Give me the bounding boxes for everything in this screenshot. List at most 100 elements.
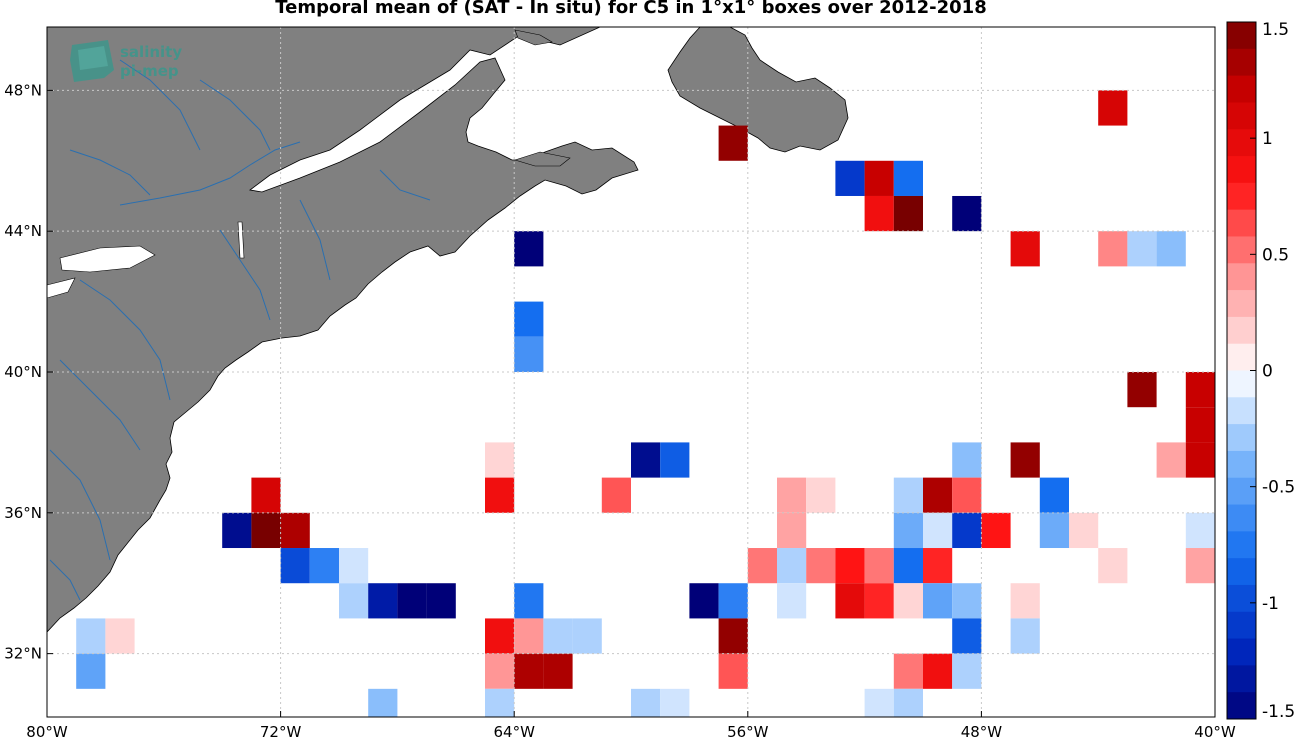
heatmap-cell <box>514 301 544 337</box>
heatmap-cell <box>514 336 544 372</box>
heatmap-cell <box>485 618 515 654</box>
heatmap-cell <box>952 618 982 654</box>
heatmap-cell <box>1185 372 1215 408</box>
river-5 <box>219 229 271 321</box>
heatmap-cell <box>718 125 748 161</box>
river-3 <box>59 359 141 451</box>
colorbar-segment <box>1227 263 1256 291</box>
heatmap-cell <box>777 548 807 584</box>
heatmap-cell <box>1098 90 1128 126</box>
colorbar-tick-labels: 1.5 1 0.5 0 -0.5 -1 -1.5 <box>1250 20 1295 722</box>
colorbar-segment <box>1227 424 1256 452</box>
heatmap-cell <box>485 688 515 717</box>
heatmap-cell <box>952 512 982 549</box>
heatmap-cell <box>893 195 923 232</box>
heatmap-cell <box>923 548 953 584</box>
heatmap-cell <box>368 688 398 717</box>
colorbar-segment <box>1227 129 1256 157</box>
heatmap-cell <box>1185 442 1215 478</box>
colorbar-segment <box>1227 665 1256 693</box>
heatmap-cell <box>76 618 106 654</box>
heatmap-cell <box>923 477 953 513</box>
heatmap-cell <box>893 160 923 196</box>
colorbar <box>1227 22 1256 720</box>
chart-title: Temporal mean of (SAT - In situ) for C5 … <box>275 0 987 18</box>
salinity-pi-mep-logo: salinity pi-mep <box>70 40 182 82</box>
river-4 <box>49 449 111 561</box>
heatmap-cell <box>718 583 748 619</box>
heatmap-cell <box>514 231 544 267</box>
heatmap-cell <box>835 548 865 584</box>
heatmap-cell <box>631 442 661 478</box>
colorbar-tick-label: 1 <box>1262 129 1273 149</box>
heatmap-cell <box>1010 618 1040 654</box>
heatmap-cell <box>1010 442 1040 478</box>
heatmap-cell <box>981 512 1011 549</box>
lake-erie <box>47 277 76 299</box>
colorbar-segment <box>1227 531 1256 559</box>
heatmap-cell <box>893 688 923 717</box>
river-6 <box>299 199 331 281</box>
lon-tick-label: 80°W <box>26 723 68 740</box>
heatmap-cell <box>572 618 602 654</box>
lon-tick-label: 40°W <box>1194 723 1236 740</box>
heatmap-cell <box>893 477 923 513</box>
heatmap-cell <box>864 195 894 232</box>
heatmap-cell <box>1127 372 1157 408</box>
heatmap-cell <box>631 688 661 717</box>
heatmap-cell <box>1098 548 1128 584</box>
colorbar-segment <box>1227 236 1256 264</box>
river-2 <box>79 279 171 401</box>
heatmap-cell <box>1185 512 1215 549</box>
heatmap-cell <box>835 160 865 196</box>
heatmap-cell <box>339 548 369 584</box>
lat-tick-label: 48°N <box>4 81 42 99</box>
heatmap-cell <box>777 583 807 619</box>
heatmap-cell <box>864 548 894 584</box>
heatmap-cell <box>718 618 748 654</box>
colorbar-segment <box>1227 48 1256 77</box>
heatmap-cell <box>368 583 398 619</box>
colorbar-segment <box>1227 450 1256 479</box>
colorbar-segment <box>1227 182 1256 211</box>
anticosti-island <box>514 29 553 46</box>
heatmap-cell <box>893 512 923 549</box>
river-1 <box>69 149 151 196</box>
heatmap-cell <box>923 583 953 619</box>
heatmap-cell <box>543 618 573 654</box>
colorbar-tick-label: 1.5 <box>1262 20 1289 40</box>
colorbar-segment <box>1227 156 1256 184</box>
colorbar-segment <box>1227 558 1256 586</box>
lon-tick-label: 56°W <box>727 723 769 740</box>
heatmap-cell <box>689 583 719 619</box>
lat-tick-labels: 48°N 44°N 40°N 36°N 32°N <box>4 81 53 663</box>
newfoundland <box>667 27 849 153</box>
heatmap-cell <box>952 653 982 689</box>
lat-tick-label: 40°N <box>4 363 42 381</box>
lat-tick-label: 32°N <box>4 645 42 663</box>
colorbar-segment <box>1227 343 1256 371</box>
heatmap-cell <box>397 583 427 619</box>
land-layer <box>47 27 849 633</box>
heatmap-cell <box>222 512 252 549</box>
heatmap-cell <box>426 583 456 619</box>
heatmap-cell <box>485 653 515 689</box>
colorbar-segment <box>1227 75 1256 103</box>
heatmap-cell <box>893 583 923 619</box>
heatmap-cell <box>777 512 807 549</box>
lon-tick-label: 72°W <box>260 723 302 740</box>
heatmap-cell <box>893 653 923 689</box>
colorbar-tick-label: 0 <box>1262 362 1273 382</box>
heatmap-cell <box>1098 231 1128 267</box>
heatmap-cell <box>952 477 982 513</box>
heatmap-cell <box>864 583 894 619</box>
colorbar-segment <box>1227 102 1256 130</box>
colorbar-segment <box>1227 504 1256 532</box>
lat-tick-label: 36°N <box>4 504 42 522</box>
heatmap-cell <box>1039 477 1069 513</box>
heatmap-cell <box>514 583 544 619</box>
colorbar-tick-label: -1 <box>1262 594 1279 614</box>
heatmap-cell <box>76 653 106 689</box>
heatmap-cell <box>660 688 690 717</box>
